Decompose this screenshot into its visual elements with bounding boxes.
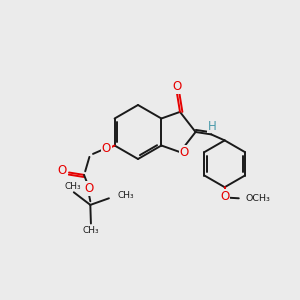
Text: CH₃: CH₃	[117, 191, 134, 200]
Text: O: O	[220, 190, 229, 203]
Text: O: O	[58, 164, 67, 177]
Text: OCH₃: OCH₃	[246, 194, 271, 203]
Text: O: O	[102, 142, 111, 155]
Text: O: O	[180, 146, 189, 159]
Text: O: O	[173, 80, 182, 93]
Text: O: O	[84, 182, 93, 195]
Text: CH₃: CH₃	[82, 226, 99, 235]
Text: H: H	[208, 119, 217, 133]
Text: CH₃: CH₃	[64, 182, 81, 191]
